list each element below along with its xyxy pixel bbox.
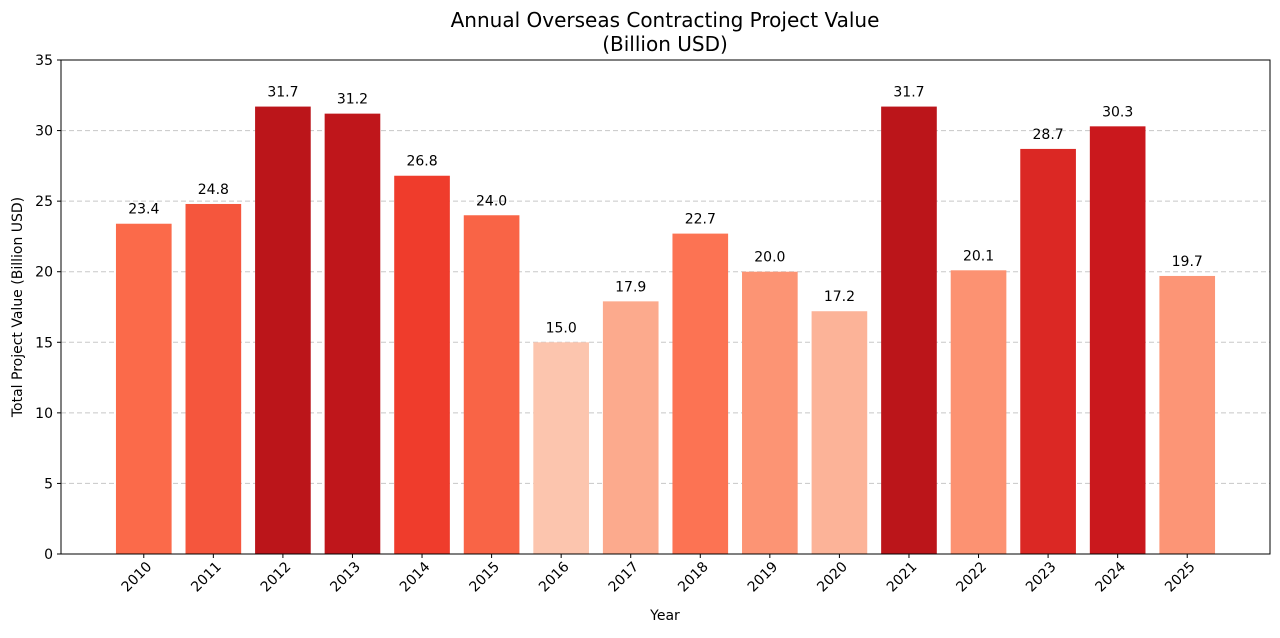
bar-2017 — [602, 301, 659, 554]
data-label: 24.8 — [198, 182, 229, 198]
bar-2019 — [742, 271, 798, 554]
bar-2010 — [115, 223, 172, 554]
data-label: 24.0 — [476, 193, 507, 209]
chart-subtitle: (Billion USD) — [602, 32, 728, 56]
x-tick-label: 2011 — [188, 559, 225, 596]
data-label: 31.7 — [267, 85, 298, 101]
x-tick-label: 2022 — [953, 559, 990, 596]
bar-2025 — [1159, 275, 1216, 554]
data-label: 30.3 — [1102, 104, 1133, 120]
x-tick-label: 2024 — [1093, 559, 1130, 596]
x-tick-label: 2016 — [536, 559, 573, 596]
y-tick-label: 0 — [44, 547, 53, 563]
y-tick-label: 30 — [35, 124, 53, 140]
data-label: 26.8 — [406, 154, 437, 170]
bar-2022 — [950, 270, 1007, 554]
data-label: 28.7 — [1033, 127, 1064, 143]
x-tick-label: 2012 — [258, 559, 295, 596]
data-label: 17.9 — [615, 279, 646, 295]
y-tick-label: 5 — [44, 476, 53, 492]
data-label: 31.7 — [893, 85, 924, 101]
data-label: 17.2 — [824, 289, 855, 305]
x-tick-label: 2020 — [814, 559, 851, 596]
chart-title: Annual Overseas Contracting Project Valu… — [451, 8, 880, 32]
bar-2011 — [185, 203, 242, 555]
x-tick-label: 2014 — [397, 559, 434, 596]
bar-2013 — [324, 113, 381, 555]
bar-2014 — [394, 175, 450, 555]
x-tick-label: 2010 — [119, 559, 156, 596]
x-tick-label: 2019 — [745, 559, 782, 596]
bar-2018 — [672, 233, 729, 554]
x-tick-label: 2017 — [606, 559, 643, 596]
x-tick-label: 2023 — [1023, 559, 1060, 596]
bar-2021 — [881, 106, 937, 554]
plot-frame — [60, 59, 1271, 555]
data-label: 20.0 — [754, 250, 785, 266]
x-axis-label: Year — [649, 608, 680, 624]
data-label: 31.2 — [337, 92, 368, 108]
x-tick-label: 2025 — [1162, 559, 1199, 596]
x-tick-label: 2013 — [327, 559, 364, 596]
bar-2012 — [255, 106, 311, 554]
data-label: 15.0 — [546, 320, 577, 336]
y-tick-label: 35 — [35, 53, 53, 69]
bar-2023 — [1020, 148, 1076, 555]
data-label: 22.7 — [685, 212, 716, 228]
bar-2015 — [463, 215, 520, 554]
x-tick-label: 2015 — [467, 559, 504, 596]
y-tick-label: 25 — [35, 194, 53, 210]
bar-2024 — [1089, 126, 1146, 554]
x-tick-label: 2018 — [675, 559, 712, 596]
bar-2016 — [533, 342, 589, 554]
x-tick-label: 2021 — [884, 559, 921, 596]
y-axis-label: Total Project Value (Billion USD) — [10, 197, 26, 418]
data-label: 19.7 — [1172, 254, 1203, 270]
y-tick-label: 20 — [35, 265, 53, 281]
data-label: 20.1 — [963, 248, 994, 264]
bar-2020 — [811, 311, 868, 554]
y-tick-label: 10 — [35, 406, 53, 422]
y-tick-label: 15 — [35, 335, 53, 351]
data-label: 23.4 — [128, 202, 159, 218]
